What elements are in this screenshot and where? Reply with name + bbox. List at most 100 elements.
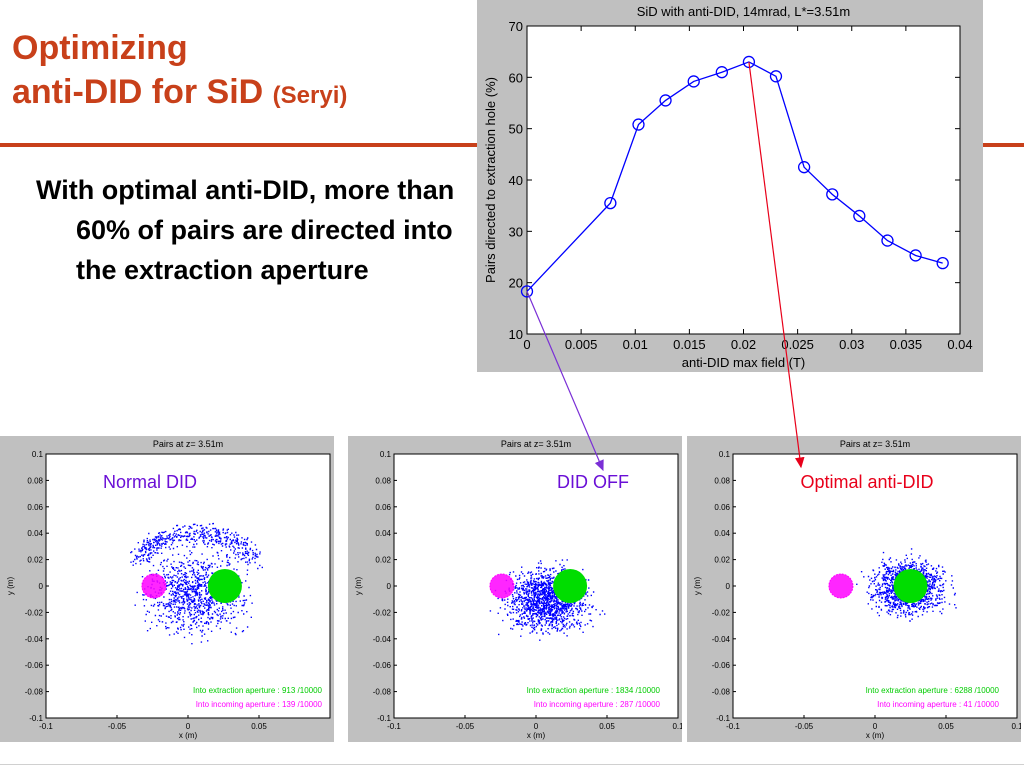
- title-rule-left: [0, 143, 477, 147]
- arrow-optimal-anti-did: [748, 61, 805, 469]
- y-tick-label: 0.04: [375, 529, 391, 538]
- x-tick-label: 0: [873, 722, 878, 731]
- incoming-count-text: Into incoming aperture : 41 /10000: [877, 700, 999, 709]
- y-tick-label: 60: [509, 70, 523, 85]
- x-axis-label: x (m): [527, 731, 546, 740]
- y-tick-label: -0.1: [716, 714, 730, 723]
- x-tick-label: 0: [186, 722, 191, 731]
- x-tick-label: 0.015: [673, 337, 706, 352]
- arrow-did-off: [526, 291, 604, 472]
- extraction-aperture: [893, 569, 928, 603]
- plot-area: [732, 453, 1018, 719]
- bullet-text: With optimal anti-DID, more than 60% of …: [36, 175, 455, 285]
- scatter-label: Normal DID: [103, 472, 197, 492]
- y-axis-label: y (m): [693, 577, 702, 596]
- main-plot-panel: SiD with anti-DID, 14mrad, L*=3.51m 0 0.00…: [477, 0, 983, 372]
- plot-area: [526, 25, 961, 335]
- y-tick-label: -0.04: [373, 635, 392, 644]
- incoming-aperture: [489, 573, 515, 599]
- y-axis-label: Pairs directed to extraction hole (%): [483, 77, 498, 283]
- y-tick-label: 10: [509, 327, 523, 342]
- y-tick-label: 0.08: [27, 476, 43, 485]
- y-tick-label: 30: [509, 224, 523, 239]
- data-point: [742, 55, 756, 69]
- y-tick-label: -0.1: [377, 714, 391, 723]
- data-point: [797, 161, 811, 174]
- y-tick-label: 50: [509, 122, 523, 137]
- x-tick-label: -0.1: [39, 722, 53, 731]
- x-axis-label: x (m): [866, 731, 885, 740]
- x-tick-label: -0.05: [795, 722, 814, 731]
- scatter-title: Pairs at z= 3.51m: [153, 439, 223, 449]
- y-tick-label: 20: [509, 276, 523, 291]
- data-point: [826, 188, 839, 201]
- y-tick-label: 0.1: [32, 450, 44, 459]
- x-axis-label: anti-DID max field (T): [682, 355, 806, 370]
- y-tick-label: -0.02: [25, 608, 44, 617]
- y-tick-label: 70: [509, 19, 523, 34]
- y-tick-label: 0.08: [375, 476, 391, 485]
- y-tick-label: 0.02: [714, 556, 730, 565]
- x-tick-label: -0.05: [456, 722, 475, 731]
- incoming-aperture: [141, 573, 167, 599]
- x-tick-label: -0.1: [387, 722, 401, 731]
- extraction-aperture: [553, 569, 588, 603]
- x-tick-label: 0.035: [890, 337, 923, 352]
- y-tick-label: -0.04: [25, 635, 44, 644]
- y-tick-label: 0.1: [719, 450, 731, 459]
- scatter-label: Optimal anti-DID: [800, 472, 933, 492]
- extraction-aperture: [207, 569, 242, 603]
- y-tick-label: -0.08: [373, 688, 392, 697]
- data-point: [769, 70, 783, 83]
- x-tick-label: 0.05: [599, 722, 615, 731]
- x-tick-label: 0.1: [1011, 722, 1021, 731]
- particle-cloud: [489, 559, 606, 641]
- y-tick-label: -0.1: [29, 714, 43, 723]
- data-point: [520, 285, 534, 298]
- scatter-panel-did-off: Pairs at z= 3.51m 0.1 0.08 0.06 0.04 0.02 0 -0.…: [348, 436, 684, 742]
- scatter-label: DID OFF: [557, 472, 629, 492]
- title-author: (Seryi): [272, 82, 348, 109]
- scatter-chart-did-off: Pairs at z= 3.51m 0.1 0.08 0.06 0.04 0.02 0 -0.…: [354, 439, 684, 740]
- y-tick-label: 0: [39, 582, 44, 591]
- x-tick-label: 0.02: [731, 337, 756, 352]
- y-tick-label: -0.06: [373, 661, 392, 670]
- x-tick-label: 0.04: [947, 337, 972, 352]
- y-tick-label: 0.06: [27, 503, 43, 512]
- y-tick-label: 0.06: [714, 503, 730, 512]
- scatter-chart-optimal-anti-did: Pairs at z= 3.51m 0.1 0.08 0.06 0.04 0.02 0 -0.…: [693, 439, 1023, 740]
- x-tick-label: 0.025: [781, 337, 814, 352]
- data-point: [715, 66, 729, 79]
- x-tick-label: 0.03: [839, 337, 864, 352]
- y-tick-label: -0.08: [712, 688, 731, 697]
- x-tick-label: 0.05: [251, 722, 267, 731]
- data-point: [881, 234, 894, 247]
- y-tick-label: 0.04: [714, 529, 730, 538]
- x-tick-label: 0: [534, 722, 539, 731]
- data-point: [687, 75, 700, 88]
- incoming-count-text: Into incoming aperture : 139 /10000: [196, 700, 323, 709]
- scatter-title: Pairs at z= 3.51m: [840, 439, 910, 449]
- x-tick-label: -0.05: [108, 722, 127, 731]
- extraction-count-text: Into extraction aperture : 1834 /10000: [527, 686, 661, 695]
- incoming-count-text: Into incoming aperture : 287 /10000: [534, 700, 661, 709]
- y-tick-label: 0.02: [375, 556, 391, 565]
- x-tick-label: 0.05: [938, 722, 954, 731]
- x-tick-label: 0.1: [672, 722, 682, 731]
- data-point: [632, 118, 645, 131]
- y-axis-label: y (m): [6, 577, 15, 596]
- particle-cloud: [856, 548, 957, 622]
- y-tick-label: 0.1: [380, 450, 392, 459]
- scatter-panel-optimal-anti-did: Pairs at z= 3.51m 0.1 0.08 0.06 0.04 0.02 0 -0.…: [687, 436, 1023, 742]
- y-tick-label: 0.02: [27, 556, 43, 565]
- y-tick-label: -0.04: [712, 635, 731, 644]
- data-point: [659, 94, 672, 107]
- y-tick-label: 0: [726, 582, 731, 591]
- x-axis-label: x (m): [179, 731, 198, 740]
- x-tick-label: 0.01: [623, 337, 648, 352]
- y-tick-label: 0.06: [375, 503, 391, 512]
- x-tick-label: 0: [523, 337, 530, 352]
- main-line-chart: SiD with anti-DID, 14mrad, L*=3.51m 0 0.00…: [483, 4, 973, 370]
- chart-title: SiD with anti-DID, 14mrad, L*=3.51m: [637, 4, 851, 19]
